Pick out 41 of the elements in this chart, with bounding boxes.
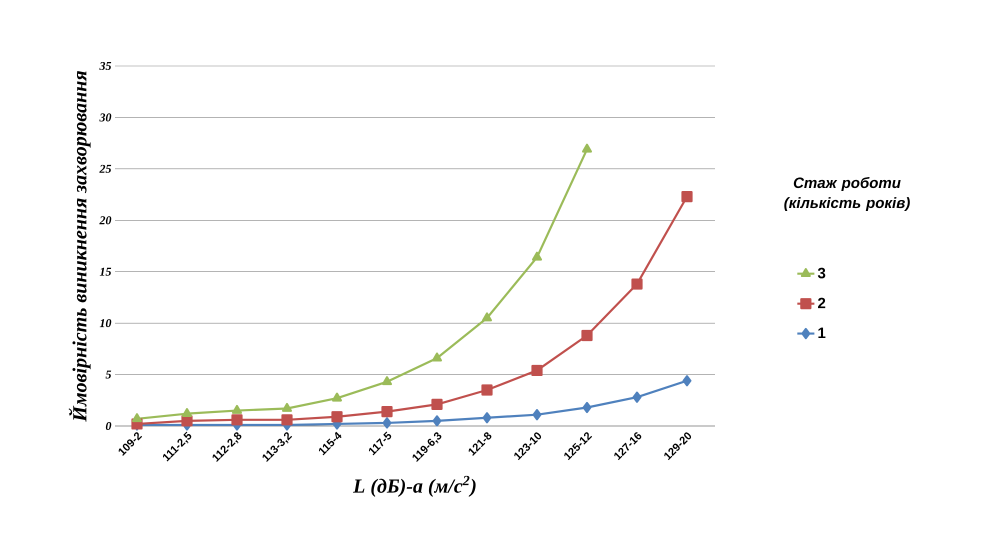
point	[331, 411, 343, 422]
legend-label: 1	[818, 328, 826, 338]
point	[682, 375, 692, 386]
point	[482, 412, 492, 424]
point	[631, 278, 643, 290]
legend-title: Стаж роботи (кількість років)	[784, 176, 910, 212]
point	[382, 376, 392, 386]
y-tick-label: 35	[99, 62, 112, 70]
point	[582, 402, 592, 414]
point	[232, 404, 242, 414]
y-axis-title: Ймовірність виникнення захворювання	[68, 71, 91, 422]
point	[582, 144, 592, 153]
y-tick-label: 30	[99, 113, 112, 122]
point	[482, 312, 492, 322]
point	[532, 409, 542, 420]
y-tick-label: 0	[106, 422, 112, 430]
legend-label: 2	[818, 298, 826, 308]
y-tick-label: 10	[100, 319, 112, 328]
point	[481, 384, 493, 396]
point	[531, 364, 543, 376]
point	[231, 414, 243, 426]
point	[432, 352, 442, 362]
point	[282, 402, 292, 412]
point	[381, 406, 393, 418]
y-tick-label: 5	[106, 370, 112, 379]
point	[532, 252, 542, 261]
legend-label: 3	[818, 268, 826, 278]
point	[581, 330, 593, 342]
y-tick-label: 15	[100, 268, 112, 276]
point	[632, 392, 642, 403]
point	[281, 414, 293, 426]
y-tick-label: 20	[99, 216, 112, 224]
point	[182, 408, 192, 418]
point	[132, 413, 142, 422]
x-axis-title: L (дБ)-a (м/с$^{2}$)	[352, 476, 476, 497]
point	[382, 417, 392, 429]
y-tick-label: 25	[99, 164, 112, 173]
point	[432, 415, 442, 426]
point	[431, 398, 443, 410]
point	[681, 191, 693, 202]
point	[332, 392, 342, 402]
